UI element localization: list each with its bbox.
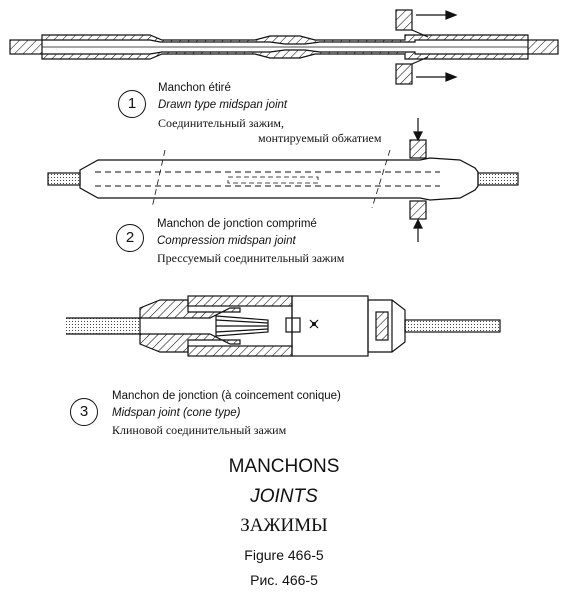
drawn-joint-drawing xyxy=(9,9,559,85)
joint-2-label-ru: Прессуемый соединительный зажим xyxy=(157,251,345,265)
joint-2-label-fr: Manchon de jonction comprimé xyxy=(157,218,317,230)
figure-number-en: Figure 466-5 xyxy=(244,547,324,563)
title-ru: ЗАЖИМЫ xyxy=(240,515,328,536)
joint-1-label-ru-2: монтируемый обжатием xyxy=(258,131,382,145)
joint-1-label-ru-1: Соединительный зажим, xyxy=(158,116,284,130)
joint-3-label-en: Midspan joint (cone type) xyxy=(112,407,241,419)
joint-3-label-ru: Клиновой соединительный зажим xyxy=(112,423,287,437)
joint-1-label-fr: Manchon étiré xyxy=(158,82,231,94)
joint-2-label-en: Compression midspan joint xyxy=(157,235,296,247)
figure-number-ru: Рис. 466-5 xyxy=(250,572,318,588)
joint-number-3: 3 xyxy=(70,398,98,426)
joint-1-label-en: Drawn type midspan joint xyxy=(158,99,288,111)
joint-number-1: 1 xyxy=(118,90,146,118)
joint-number-2: 2 xyxy=(116,224,144,252)
compression-joint-drawing xyxy=(47,118,519,242)
joint-3-label-fr: Manchon de jonction (à coincement coniqu… xyxy=(112,390,341,402)
title-en: JOINTS xyxy=(250,486,318,507)
title-fr: MANCHONS xyxy=(228,456,340,477)
cone-joint-drawing xyxy=(66,295,501,357)
